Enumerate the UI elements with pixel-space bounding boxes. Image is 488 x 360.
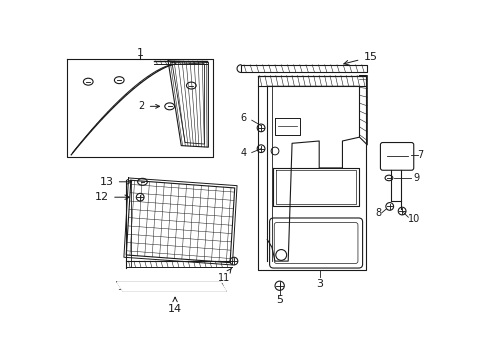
Text: 8: 8 (375, 208, 381, 217)
Text: 10: 10 (407, 214, 420, 224)
Text: 13: 13 (100, 177, 131, 187)
Polygon shape (241, 65, 366, 72)
Text: 6: 6 (240, 113, 246, 123)
Text: 9: 9 (412, 173, 418, 183)
Polygon shape (117, 282, 226, 291)
Text: 12: 12 (95, 192, 129, 202)
Text: 15: 15 (343, 52, 377, 65)
Text: 3: 3 (316, 279, 323, 289)
Text: 14: 14 (168, 297, 182, 314)
Text: 4: 4 (240, 148, 246, 158)
Text: 2: 2 (138, 101, 159, 111)
Text: 11: 11 (217, 268, 231, 283)
Text: 7: 7 (417, 150, 423, 160)
Text: 5: 5 (276, 294, 283, 305)
Text: 1: 1 (136, 48, 143, 58)
